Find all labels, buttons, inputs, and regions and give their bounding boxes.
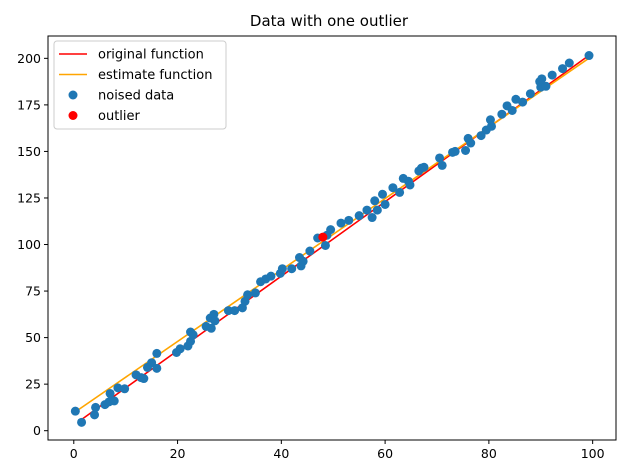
noised-data-point-12: [139, 374, 149, 384]
noised-data-point-84: [537, 74, 547, 84]
noised-data-point-53: [370, 196, 380, 206]
noised-data-point-27: [210, 316, 220, 326]
noised-data-point-78: [507, 105, 517, 115]
y-tick-label-50: 50: [25, 330, 41, 345]
legend-swatch-outlier: [68, 111, 78, 120]
noised-data-point-79: [511, 94, 521, 104]
noised-data-point-87: [558, 64, 568, 74]
y-tick-label-75: 75: [25, 284, 41, 299]
noised-data-point-33: [250, 288, 260, 298]
x-tick-label-60: 60: [377, 446, 393, 461]
noised-data-point-1: [77, 417, 87, 427]
y-tick-label-200: 200: [17, 51, 41, 66]
noised-data-point-55: [378, 189, 388, 199]
noised-data-point-38: [277, 264, 287, 274]
noised-data-point-89: [584, 51, 594, 61]
noised-data-point-6: [105, 388, 115, 398]
noised-data-point-69: [461, 145, 471, 155]
noised-data-point-71: [466, 138, 476, 148]
noised-data-point-22: [188, 330, 198, 340]
noised-data-point-2: [90, 410, 100, 420]
noised-data-point-29: [230, 306, 240, 316]
noised-data-point-47: [326, 225, 336, 235]
y-tick-label-0: 0: [33, 423, 41, 438]
noised-data-point-81: [525, 89, 535, 99]
noised-data-point-0: [70, 406, 80, 416]
y-tick-label-175: 175: [17, 97, 41, 112]
noised-data-point-86: [547, 70, 557, 80]
x-tick-label-20: 20: [170, 446, 186, 461]
noised-data-point-58: [395, 187, 405, 197]
y-tick-label-100: 100: [17, 237, 41, 252]
legend-label-outlier: outlier: [98, 109, 141, 124]
noised-data-point-85: [541, 81, 551, 91]
noised-data-point-15: [152, 348, 162, 358]
noised-data-point-52: [367, 213, 377, 223]
noised-data-point-48: [336, 218, 346, 228]
x-tick-label-0: 0: [70, 446, 78, 461]
axes: 0 20 40 60 80 100 0 25 50 75 100 125 150 175 200: [17, 35, 617, 461]
noised-data-point-42: [298, 256, 308, 266]
noised-data-point-80: [518, 97, 528, 107]
noised-data-point-9: [120, 384, 130, 394]
noised-data-point-50: [354, 211, 364, 221]
noised-data-point-61: [405, 180, 415, 190]
noised-data-point-68: [450, 146, 460, 156]
noised-data-point-56: [380, 199, 390, 209]
y-tick-label-125: 125: [17, 190, 41, 205]
noised-data-point-75: [486, 121, 496, 131]
noised-data-point-3: [91, 402, 101, 412]
axes-frame: [47, 35, 617, 441]
legend-label-original-function: original function: [98, 48, 204, 63]
plot-area: [70, 51, 594, 427]
noised-data-point-65: [435, 153, 445, 163]
y-tick-label-25: 25: [25, 377, 41, 392]
noised-data-point-39: [287, 264, 297, 274]
noised-data-point-18: [175, 344, 185, 354]
legend: original function estimate function noised…: [53, 40, 227, 130]
noised-data-point-66: [437, 160, 447, 170]
noised-data-point-49: [344, 215, 354, 225]
noised-data-point-36: [266, 271, 276, 281]
legend-label-noised-data: noised data: [98, 89, 174, 104]
x-tick-label-80: 80: [481, 446, 497, 461]
legend-box: [53, 40, 227, 130]
chart-title: Data with one outlier: [250, 12, 409, 30]
noised-data-point-16: [152, 363, 162, 373]
plot-content: [70, 51, 594, 427]
outlier-point-0: [318, 232, 328, 242]
x-tick-label-100: 100: [581, 446, 605, 461]
noised-data-point-8: [113, 383, 123, 393]
noised-data-point-54: [372, 205, 382, 215]
noised-data-point-45: [320, 240, 330, 250]
y-tick-label-150: 150: [17, 144, 41, 159]
x-tick-label-40: 40: [273, 446, 289, 461]
noised-data-point-88: [564, 58, 574, 68]
noised-data-point-64: [419, 162, 429, 172]
noised-data-point-7: [109, 396, 119, 406]
noised-data-point-32: [243, 290, 253, 300]
noised-data-point-43: [305, 246, 315, 256]
legend-swatch-noised-data: [68, 90, 78, 100]
noised-data-point-76: [497, 109, 507, 119]
noised-data-point-25: [206, 323, 216, 333]
noised-data-point-51: [362, 205, 372, 215]
noised-data-point-28: [223, 306, 233, 316]
legend-label-estimate-function: estimate function: [98, 68, 212, 83]
noised-data-point-57: [388, 183, 398, 193]
